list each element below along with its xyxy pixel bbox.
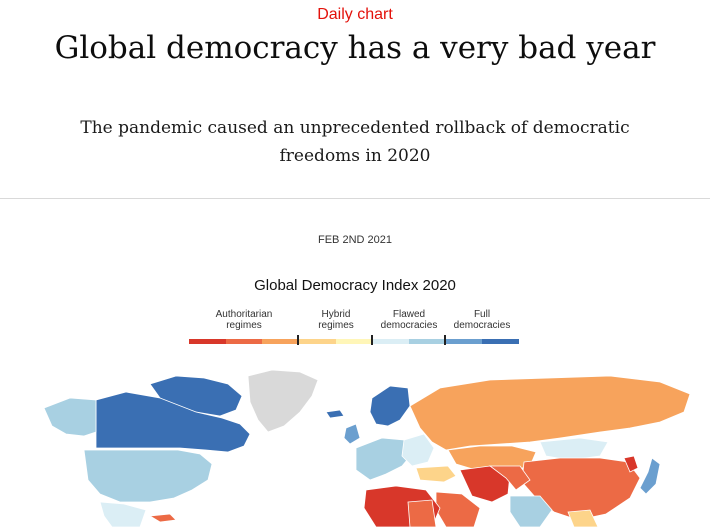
map-region-alaska[interactable] bbox=[43, 397, 97, 437]
legend-divider-tick bbox=[371, 335, 373, 345]
legend-label-flawed-line2: democracies bbox=[380, 320, 438, 331]
map-region-iceland[interactable] bbox=[325, 409, 345, 419]
legend-color-swatch bbox=[372, 339, 409, 344]
map-region-china[interactable] bbox=[521, 457, 641, 521]
map-region-cuba[interactable] bbox=[148, 513, 177, 523]
chart-title: Global Democracy Index 2020 bbox=[254, 277, 456, 294]
map-region-north-korea[interactable] bbox=[623, 455, 639, 473]
legend-label-authoritarian-line1: Authoritarian bbox=[215, 309, 273, 320]
article-subhead: The pandemic caused an unprecedented rol… bbox=[80, 118, 630, 166]
map-region-western-europe[interactable] bbox=[355, 437, 413, 481]
map-region-arabia[interactable] bbox=[435, 491, 481, 528]
article-kicker[interactable]: Daily chart bbox=[317, 6, 393, 23]
world-map-svg bbox=[43, 369, 691, 528]
legend-label-hybrid-line2: regimes bbox=[318, 320, 354, 331]
legend-color-swatch bbox=[225, 339, 263, 344]
map-region-mexico[interactable] bbox=[99, 501, 147, 528]
legend-label-hybrid-line1: Hybrid bbox=[321, 309, 351, 320]
legend-label-full-line1: Full bbox=[473, 309, 491, 320]
map-region-usa[interactable] bbox=[83, 449, 213, 503]
map-region-turkey[interactable] bbox=[415, 465, 457, 483]
article-headline: Global democracy has a very bad year bbox=[54, 30, 656, 66]
map-region-scandinavia[interactable] bbox=[369, 385, 411, 427]
legend-color-swatch bbox=[262, 339, 299, 344]
article-date: FEB 2ND 2021 bbox=[318, 234, 392, 246]
legend-divider-tick bbox=[297, 335, 299, 345]
legend-color-swatch bbox=[189, 339, 226, 344]
legend-color-swatch bbox=[298, 339, 336, 344]
legend-divider-tick bbox=[444, 335, 446, 345]
map-region-greenland[interactable] bbox=[247, 369, 319, 433]
legend-color-scale bbox=[189, 339, 519, 344]
map-region-mongolia[interactable] bbox=[539, 437, 609, 461]
legend-label-authoritarian: Authoritarian regimes bbox=[199, 309, 289, 331]
legend-label-full-line2: democracies bbox=[453, 320, 511, 331]
legend-label-flawed-line1: Flawed bbox=[392, 309, 426, 320]
map-region-egypt[interactable] bbox=[407, 499, 437, 528]
chart-legend: Authoritarian regimes Hybrid regimes Fla… bbox=[0, 309, 710, 349]
map-region-canada[interactable] bbox=[95, 391, 251, 453]
section-divider bbox=[0, 198, 710, 199]
legend-label-hybrid: Hybrid regimes bbox=[291, 309, 381, 331]
map-region-central-asia[interactable] bbox=[488, 465, 531, 491]
map-region-uk[interactable] bbox=[343, 423, 361, 445]
world-map bbox=[0, 362, 710, 528]
legend-color-swatch bbox=[408, 339, 446, 344]
legend-label-flawed: Flawed democracies bbox=[364, 309, 454, 331]
legend-color-swatch bbox=[445, 339, 483, 344]
map-region-russia[interactable] bbox=[409, 375, 691, 451]
legend-label-authoritarian-line2: regimes bbox=[226, 320, 262, 331]
map-region-japan[interactable] bbox=[639, 457, 661, 495]
legend-color-swatch bbox=[482, 339, 519, 344]
map-region-eastern-europe[interactable] bbox=[401, 433, 435, 467]
legend-label-full: Full democracies bbox=[437, 309, 527, 331]
legend-color-swatch bbox=[335, 339, 373, 344]
